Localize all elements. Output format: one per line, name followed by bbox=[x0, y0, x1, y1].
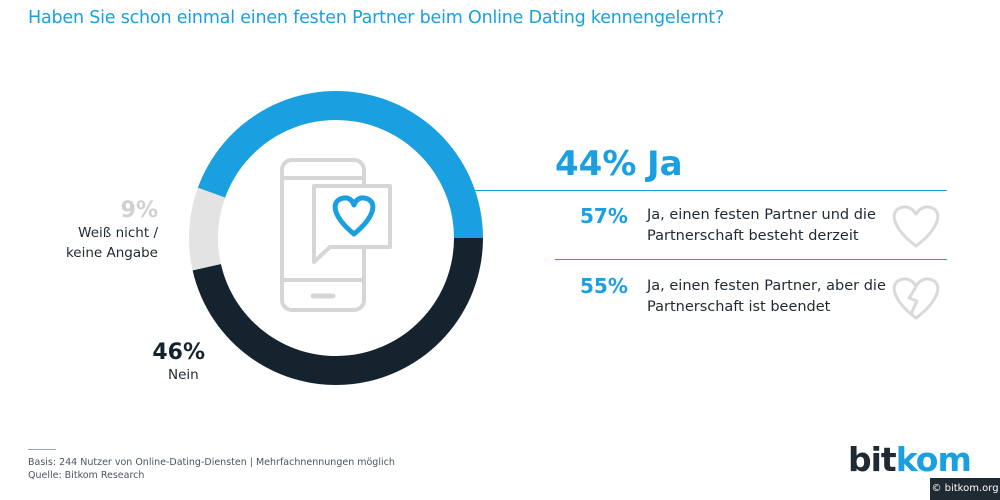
bitkom-logo: bitkom bbox=[848, 440, 972, 479]
slice-dontknow bbox=[189, 187, 226, 271]
logo-part-2: kom bbox=[895, 440, 972, 479]
ja-connector-line bbox=[455, 190, 947, 191]
breakdown-2-text: Ja, einen festen Partner, aber die Partn… bbox=[647, 278, 886, 315]
chart-title: Haben Sie schon einmal einen festen Part… bbox=[28, 8, 725, 28]
heart-icon bbox=[332, 195, 376, 237]
phone-heart-icon bbox=[280, 158, 392, 312]
broken-heart-icon bbox=[892, 277, 940, 320]
breakdown-2-value: 55% bbox=[580, 274, 628, 298]
breakdown-divider bbox=[555, 259, 947, 260]
dontknow-value: 9% bbox=[120, 198, 158, 223]
breakdown-1-text: Ja, einen festen Partner und die Partner… bbox=[647, 207, 876, 244]
nein-text: Nein bbox=[168, 367, 199, 383]
heart-icon bbox=[892, 205, 940, 248]
footer-rule bbox=[28, 449, 56, 450]
nein-value: 46% bbox=[152, 340, 205, 365]
ja-text: Ja bbox=[647, 144, 683, 184]
nein-label: 46% Nein bbox=[100, 340, 205, 385]
slice-ja bbox=[197, 91, 484, 238]
footer-source: Quelle: Bitkom Research bbox=[28, 470, 145, 481]
breakdown-1-value: 57% bbox=[580, 204, 628, 228]
slice-nein bbox=[192, 238, 483, 385]
copyright-badge: © bitkom.org bbox=[930, 478, 1000, 500]
dontknow-text-2: keine Angabe bbox=[65, 245, 158, 261]
ja-value: 44% bbox=[555, 144, 637, 184]
logo-part-1: bit bbox=[848, 440, 897, 479]
footer-basis: Basis: 244 Nutzer von Online-Dating-Dien… bbox=[28, 457, 395, 468]
dontknow-text-1: Weiß nicht / bbox=[78, 225, 158, 241]
dontknow-label: 9% Weiß nicht / keine Angabe bbox=[30, 198, 158, 263]
